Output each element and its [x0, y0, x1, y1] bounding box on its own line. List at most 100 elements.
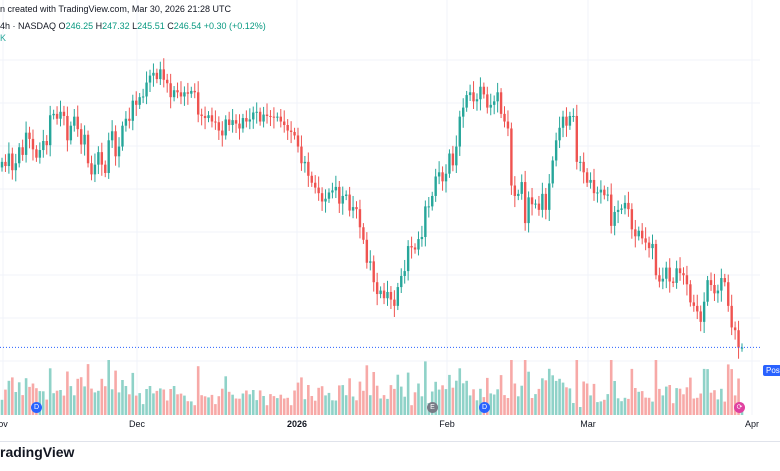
volume-bar	[534, 394, 537, 415]
dividend-marker[interactable]: D	[479, 402, 490, 413]
volume-bar	[510, 360, 513, 415]
volume-bar	[45, 399, 49, 415]
symbol-line: 4h · NASDAQ	[0, 21, 57, 31]
volume-bar	[448, 374, 451, 415]
volume-bar	[358, 381, 362, 415]
volume-bar	[17, 382, 21, 415]
volume-bar	[506, 398, 510, 415]
volume-bar	[86, 364, 90, 415]
volume-bar	[210, 394, 214, 415]
candle-body	[241, 118, 245, 129]
volume-bar	[492, 394, 496, 415]
volume-bar	[128, 394, 131, 415]
candle-body	[162, 69, 165, 80]
volume-bar	[547, 368, 551, 415]
volume-bar	[0, 399, 4, 415]
volume-bar	[296, 382, 300, 415]
candle-body	[69, 125, 73, 141]
candle-body	[148, 75, 152, 83]
candle-body	[382, 290, 386, 299]
candle-body	[0, 161, 4, 168]
volume-bar	[289, 405, 293, 415]
volume-bar	[114, 370, 117, 415]
split-event-icon[interactable]: ⟳	[734, 402, 745, 413]
volume-bar	[386, 398, 389, 415]
candle-body	[255, 111, 258, 113]
candle-body	[441, 172, 444, 182]
volume-bar	[203, 396, 207, 415]
volume-bar	[551, 375, 554, 415]
candle-body	[320, 193, 324, 202]
candle-body	[479, 86, 482, 100]
candle-body	[475, 99, 479, 102]
candle-body	[523, 182, 527, 224]
volume-bar	[93, 392, 97, 415]
candle-body	[179, 92, 183, 97]
volume-bar	[351, 396, 355, 415]
volume-bar	[382, 395, 386, 415]
volume-bar	[344, 395, 348, 415]
candle-body	[444, 173, 448, 182]
candle-body	[331, 190, 334, 193]
volume-bar	[589, 395, 592, 415]
candle-body	[124, 118, 128, 126]
volume-bar	[169, 389, 172, 415]
volume-bar	[348, 378, 351, 415]
candle-body	[145, 82, 148, 97]
candle-body	[83, 134, 86, 145]
volume-bar	[303, 399, 307, 415]
x-tick-label: Mar	[580, 419, 596, 429]
x-tick-label: ov	[0, 419, 8, 429]
volume-bar	[437, 389, 441, 415]
candle-body	[172, 90, 176, 98]
candle-body	[410, 246, 413, 248]
volume-bar	[668, 385, 672, 415]
candle-body	[389, 291, 393, 300]
candle-body	[565, 116, 568, 126]
candle-body	[307, 161, 310, 176]
volume-bar	[516, 396, 520, 415]
volume-bar	[561, 382, 565, 415]
candle-body	[413, 247, 417, 250]
volume-bar	[472, 389, 475, 415]
volume-bar	[193, 405, 197, 415]
candle-body	[665, 267, 668, 279]
dividend-marker[interactable]: D	[31, 402, 42, 413]
candle-body	[568, 115, 572, 126]
open-value: 246.25	[65, 21, 94, 31]
candle-body	[11, 153, 14, 171]
candle-body	[582, 161, 585, 173]
volume-bar	[66, 371, 69, 415]
volume-bar	[664, 386, 668, 415]
volume-bar	[72, 395, 76, 415]
volume-bar	[637, 391, 641, 415]
candle-body	[231, 120, 234, 125]
volume-bar	[214, 404, 217, 415]
candle-body	[375, 282, 379, 295]
volume-bar	[737, 378, 740, 415]
volume-bar	[685, 387, 689, 415]
close-value: 246.54	[173, 21, 202, 31]
volume-bar	[716, 399, 720, 415]
volume-bar	[121, 380, 124, 415]
candle-body	[737, 330, 740, 348]
candle-body	[59, 111, 62, 119]
tradingview-logo[interactable]: radingView	[0, 444, 75, 460]
earnings-marker[interactable]: E	[427, 402, 438, 413]
candle-body	[258, 111, 262, 122]
volume-bar	[420, 396, 424, 415]
volume-bar	[399, 386, 403, 415]
candle-body	[696, 305, 699, 312]
volume-bar	[499, 375, 503, 415]
candle-body	[575, 115, 578, 162]
volume-bar	[162, 389, 166, 415]
volume-bar	[272, 396, 276, 415]
volume-bar	[200, 395, 203, 415]
volume-bar	[620, 401, 623, 415]
candle-body	[386, 291, 389, 299]
volume-bar	[69, 386, 73, 415]
volume-bar	[183, 395, 186, 415]
candle-body	[544, 193, 548, 210]
candle-body	[417, 239, 420, 250]
candlestick-chart[interactable]	[0, 0, 780, 441]
